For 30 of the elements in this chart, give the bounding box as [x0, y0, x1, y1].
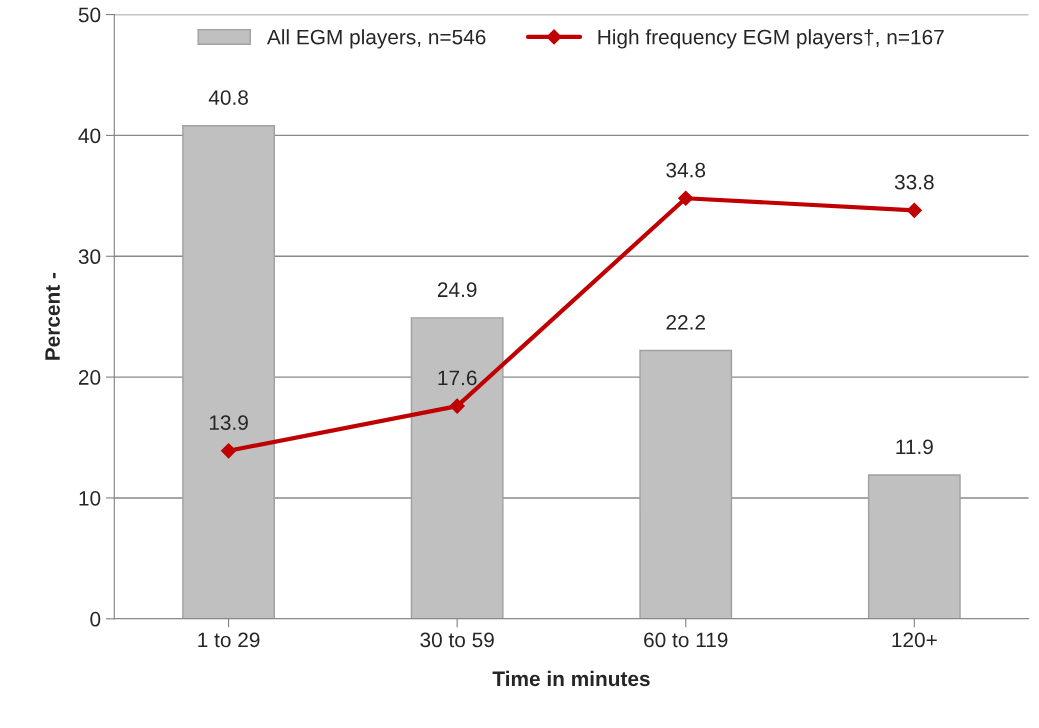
legend-label: High frequency EGM players†, n=167 — [598, 29, 944, 49]
x-tick-label: 1 to 29 — [198, 632, 260, 648]
y-tick-label: 20 — [78, 370, 101, 385]
x-tick-label: 30 to 59 — [420, 632, 494, 648]
y-tick-label: 0 — [90, 611, 101, 627]
y-tick-label: 30 — [78, 249, 101, 265]
data-label: 11.9 — [896, 439, 933, 455]
bar — [867, 474, 961, 619]
data-label: 17.6 — [438, 370, 477, 386]
data-label: 22.2 — [666, 314, 705, 330]
y-tick-label: 50 — [78, 7, 101, 23]
bar — [410, 317, 504, 619]
point — [678, 190, 694, 206]
point — [906, 202, 922, 218]
data-label: 40.8 — [208, 90, 248, 105]
data-label: 33.8 — [894, 174, 934, 190]
data-label: 24.9 — [437, 282, 477, 298]
x-tick-label: 120+ — [892, 632, 937, 648]
x-tick-label: 60 to 119 — [644, 632, 728, 648]
legend-label: All EGM players, n=546 — [266, 29, 486, 49]
x-axis-title: Time in minutes — [492, 670, 650, 687]
bar — [182, 125, 275, 619]
data-label: 34.8 — [666, 162, 706, 178]
point — [221, 443, 237, 459]
point — [449, 398, 465, 414]
y-tick-label: 10 — [79, 490, 101, 506]
y-tick-label: 40 — [78, 128, 101, 144]
data-label: 13.9 — [209, 415, 248, 431]
y-axis-title: Percent - — [45, 272, 60, 360]
bar — [639, 349, 733, 619]
